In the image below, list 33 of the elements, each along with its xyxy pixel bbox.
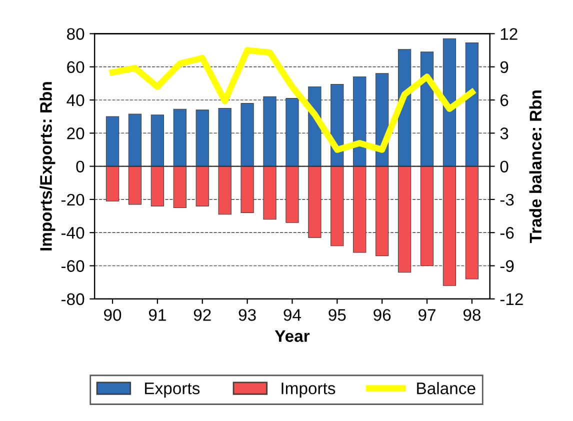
y-tick-label: 80: [67, 28, 84, 40]
y2-tick-label: -3: [500, 194, 514, 206]
legend-label: Exports: [145, 382, 200, 398]
y-tick-label: -60: [61, 260, 84, 272]
y2-tick-label: 0: [500, 160, 508, 172]
y2-axis-title: Trade balance: Rbn: [529, 90, 542, 243]
y2-tick-label: 12: [500, 28, 518, 40]
x-axis-title: Year: [274, 330, 310, 342]
x-tick-label: 93: [238, 309, 256, 321]
y-tick-label: 40: [66, 94, 84, 106]
y2-tick-label: -9: [500, 260, 514, 272]
y-tick-label: -20: [61, 194, 84, 206]
x-tick-label: 98: [463, 309, 480, 321]
y-tick-label: -40: [61, 227, 84, 239]
y2-tick-label: 3: [500, 128, 508, 140]
y2-tick-label: 9: [500, 61, 508, 74]
x-tick-label: 91: [148, 309, 166, 321]
y2-tick-label: -6: [500, 227, 514, 239]
legend-label: Balance: [417, 382, 476, 394]
x-tick-label: 94: [284, 309, 302, 321]
y-tick-label: -80: [61, 293, 84, 306]
y-tick-label: 0: [76, 160, 84, 172]
y2-tick-label: -12: [500, 293, 523, 305]
y-tick-label: 20: [67, 128, 84, 140]
legend-label: Imports: [282, 382, 336, 398]
y-tick-label: 60: [67, 61, 84, 74]
y2-tick-label: 6: [500, 94, 508, 106]
x-tick-label: 90: [104, 309, 122, 321]
y-axis-title: Imports/Exports: Rbn: [40, 82, 56, 250]
x-tick-label: 92: [194, 309, 211, 321]
x-tick-label: 95: [328, 309, 346, 321]
x-tick-label: 97: [418, 309, 436, 321]
x-tick-label: 96: [374, 309, 391, 321]
